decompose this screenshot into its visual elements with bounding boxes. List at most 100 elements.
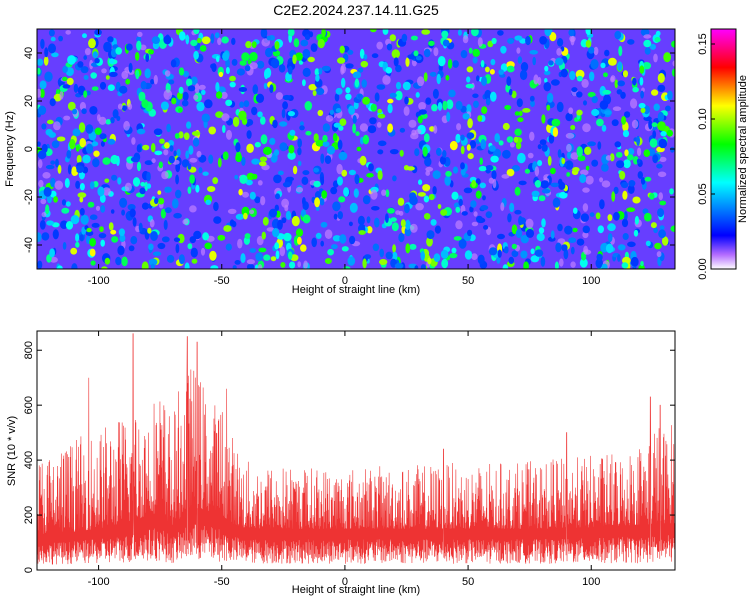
heatmap-blob — [389, 34, 396, 42]
heatmap-blob — [317, 38, 325, 49]
heatmap-blob — [232, 265, 237, 269]
heatmap-blob — [491, 37, 497, 45]
heatmap-blob — [590, 59, 599, 70]
heatmap-blob — [391, 222, 399, 232]
heatmap-blob — [129, 208, 136, 218]
heatmap-blob — [366, 226, 373, 234]
heatmap-blob — [154, 150, 163, 156]
heatmap-blob — [112, 109, 119, 119]
heatmap-blob — [287, 176, 294, 182]
heatmap-blob — [320, 240, 325, 247]
heatmap-blob — [395, 210, 401, 215]
heatmap-blob — [466, 144, 471, 151]
heatmap-blob — [86, 235, 91, 245]
heatmap-blob — [315, 87, 325, 95]
heatmap-blob — [266, 227, 275, 232]
heatmap-blob — [260, 116, 266, 125]
heatmap-blob — [100, 239, 105, 247]
heatmap-blob — [366, 216, 371, 224]
heatmap-blob — [259, 161, 267, 167]
heatmap-blob — [490, 155, 499, 163]
heatmap-blob — [622, 190, 628, 200]
heatmap-blob — [245, 179, 253, 186]
heatmap-blob — [349, 202, 358, 213]
heatmap-blob — [394, 262, 404, 269]
heatmap-blob — [232, 116, 240, 128]
heatmap-blob — [399, 149, 404, 157]
heatmap-blob — [325, 115, 334, 122]
heatmap-blob — [372, 243, 380, 252]
heatmap-blob — [37, 260, 43, 269]
heatmap-blob — [202, 232, 210, 241]
heatmap-blob — [470, 200, 477, 208]
heatmap-blob — [561, 157, 566, 165]
heatmap-blob — [254, 141, 261, 148]
heatmap-blob — [90, 72, 97, 79]
heatmap-blob — [144, 160, 153, 166]
heatmap-blob — [508, 88, 513, 96]
heatmap-blob — [213, 216, 222, 224]
snr-panel: -100 -50 0 50 100 0 200 400 600 800 Height of st… — [6, 330, 676, 596]
heatmap-blob — [289, 129, 296, 136]
heatmap-blob — [97, 114, 101, 122]
heatmap-blob — [538, 227, 545, 234]
heatmap-blob — [488, 247, 498, 256]
x-tick-label: 100 — [582, 576, 600, 588]
heatmap-blob — [124, 182, 132, 192]
heatmap-blob — [659, 225, 665, 231]
heatmap-blob — [529, 95, 535, 102]
heatmap-blob — [506, 168, 515, 177]
heatmap-blob — [176, 91, 183, 100]
heatmap-blob — [39, 80, 47, 89]
snr-series-line — [37, 333, 675, 565]
heatmap-blob — [151, 36, 160, 44]
heatmap-blob — [433, 47, 439, 57]
heatmap-blob — [62, 65, 68, 73]
heatmap-blob — [530, 248, 535, 255]
heatmap-blob — [482, 195, 486, 201]
heatmap-blob — [329, 109, 335, 115]
heatmap-blob — [354, 78, 360, 88]
heatmap-blob — [275, 193, 280, 200]
heatmap-blob — [640, 177, 646, 185]
heatmap-blob — [544, 78, 548, 83]
heatmap-blob — [671, 40, 675, 48]
heatmap-blob — [630, 256, 639, 267]
heatmap-blob — [632, 87, 639, 93]
colorbar-tick-label: 0.05 — [697, 183, 709, 204]
heatmap-blob — [564, 160, 574, 170]
heatmap-blob — [273, 174, 282, 184]
heatmap-blob — [517, 56, 523, 64]
heatmap-blob — [236, 68, 245, 76]
heatmap-blob — [138, 91, 146, 102]
heatmap-blob — [201, 113, 210, 123]
heatmap-blob — [208, 126, 216, 135]
heatmap-blob — [441, 30, 449, 38]
heatmap-blob — [652, 154, 659, 164]
heatmap-blob — [558, 181, 566, 190]
heatmap-blob — [289, 261, 296, 269]
heatmap-blob — [332, 235, 342, 242]
heatmap-blob — [104, 178, 110, 183]
heatmap-blob — [83, 55, 87, 60]
heatmap-blob — [527, 152, 534, 159]
heatmap-blob — [565, 132, 575, 139]
heatmap-blob — [417, 76, 425, 87]
heatmap-blob — [415, 203, 424, 211]
heatmap-blob — [440, 209, 448, 216]
heatmap-blob — [201, 89, 206, 95]
heatmap-blob — [630, 98, 638, 109]
heatmap-blob — [348, 105, 355, 115]
heatmap-blob — [464, 250, 473, 260]
heatmap-blob — [75, 165, 85, 173]
heatmap-blob — [523, 261, 529, 269]
heatmap-blob — [461, 211, 468, 216]
heatmap-blob — [246, 263, 255, 269]
x-tick-label: -50 — [214, 576, 230, 588]
heatmap-blob — [89, 181, 95, 190]
heatmap-blob — [263, 254, 271, 261]
heatmap-blob — [549, 31, 557, 42]
heatmap-blob — [621, 218, 629, 228]
heatmap-blob — [157, 190, 162, 195]
heatmap-blob — [249, 52, 258, 62]
